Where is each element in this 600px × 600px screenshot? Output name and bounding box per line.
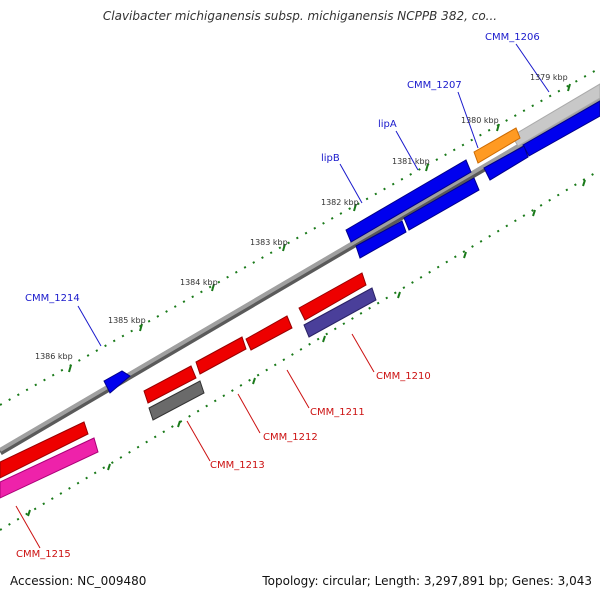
kbp-label-1386: 1386 kbp [35, 352, 73, 361]
gene-bar-CMM_1207[interactable] [473, 127, 521, 164]
reverse-genes [0, 272, 377, 499]
gene-bar-CMM_1207b[interactable] [483, 145, 529, 181]
gene-label-lipA[interactable]: lipA [378, 119, 397, 130]
topology-summary: Topology: circular; Length: 3,297,891 bp… [262, 574, 592, 588]
gene-bar-CMM_1215-pink[interactable] [0, 437, 99, 499]
kbp-label-1379: 1379 kbp [530, 73, 568, 82]
gene-bar-CMM_1215[interactable] [0, 421, 89, 479]
gene-label-CMM_1213[interactable]: CMM_1213 [210, 460, 265, 471]
gene-bar-lipB[interactable] [345, 159, 472, 243]
gene-bar-CMM_1213-grey[interactable] [148, 380, 205, 421]
outer-tick-track [0, 67, 600, 406]
forward-genes [103, 100, 600, 394]
reverse-gene-labels: CMM_1210 CMM_1211 CMM_1212 CMM_1213 CMM_… [16, 371, 431, 560]
kbp-label-1380: 1380 kbp [461, 116, 499, 125]
accession-text: Accession: NC_009480 [10, 574, 147, 588]
gene-bar-CMM_1211[interactable] [245, 315, 293, 351]
gene-label-CMM_1211[interactable]: CMM_1211 [310, 407, 365, 418]
gene-bar-CMM_1212[interactable] [195, 336, 247, 375]
gene-label-CMM_1207[interactable]: CMM_1207 [407, 80, 462, 91]
outer-major-ticks [68, 83, 571, 373]
kbp-label-1385: 1385 kbp [108, 316, 146, 325]
gene-bar-CMM_1210-purple[interactable] [303, 287, 377, 338]
inner-tick-track [0, 169, 600, 531]
inner-major-ticks [27, 179, 586, 517]
gene-bar-CMM_1206[interactable] [522, 100, 600, 157]
reverse-leader-lines [15, 333, 375, 549]
kbp-label-1383: 1383 kbp [250, 238, 288, 247]
gene-bar-CMM_1210[interactable] [298, 272, 367, 321]
gene-bar-CMM_1213[interactable] [143, 365, 197, 404]
kbp-label-1382: 1382 kbp [321, 198, 359, 207]
gene-bar-lipB-lower[interactable] [355, 220, 407, 259]
gene-label-CMM_1212[interactable]: CMM_1212 [263, 432, 318, 443]
gene-label-CMM_1210[interactable]: CMM_1210 [376, 371, 431, 382]
gene-bar-grey-segment[interactable] [511, 83, 600, 147]
gene-label-CMM_1215[interactable]: CMM_1215 [16, 549, 71, 560]
map-title: Clavibacter michiganensis subsp. michiga… [102, 9, 498, 23]
kbp-labels: 1379 kbp 1380 kbp 1381 kbp 1382 kbp 1383… [35, 73, 568, 361]
gene-bar-lipA[interactable] [403, 177, 480, 231]
kbp-label-1384: 1384 kbp [180, 278, 218, 287]
chromosome-backbone [0, 96, 600, 452]
forward-leader-lines [77, 43, 550, 347]
forward-gene-labels: CMM_1206 CMM_1207 lipA lipB CMM_1214 [25, 32, 540, 304]
gene-label-lipB[interactable]: lipB [321, 153, 340, 164]
gene-label-CMM_1214[interactable]: CMM_1214 [25, 293, 80, 304]
gene-label-CMM_1206[interactable]: CMM_1206 [485, 32, 540, 43]
gene-bar-CMM_1214[interactable] [103, 370, 131, 394]
kbp-label-1381: 1381 kbp [392, 157, 430, 166]
